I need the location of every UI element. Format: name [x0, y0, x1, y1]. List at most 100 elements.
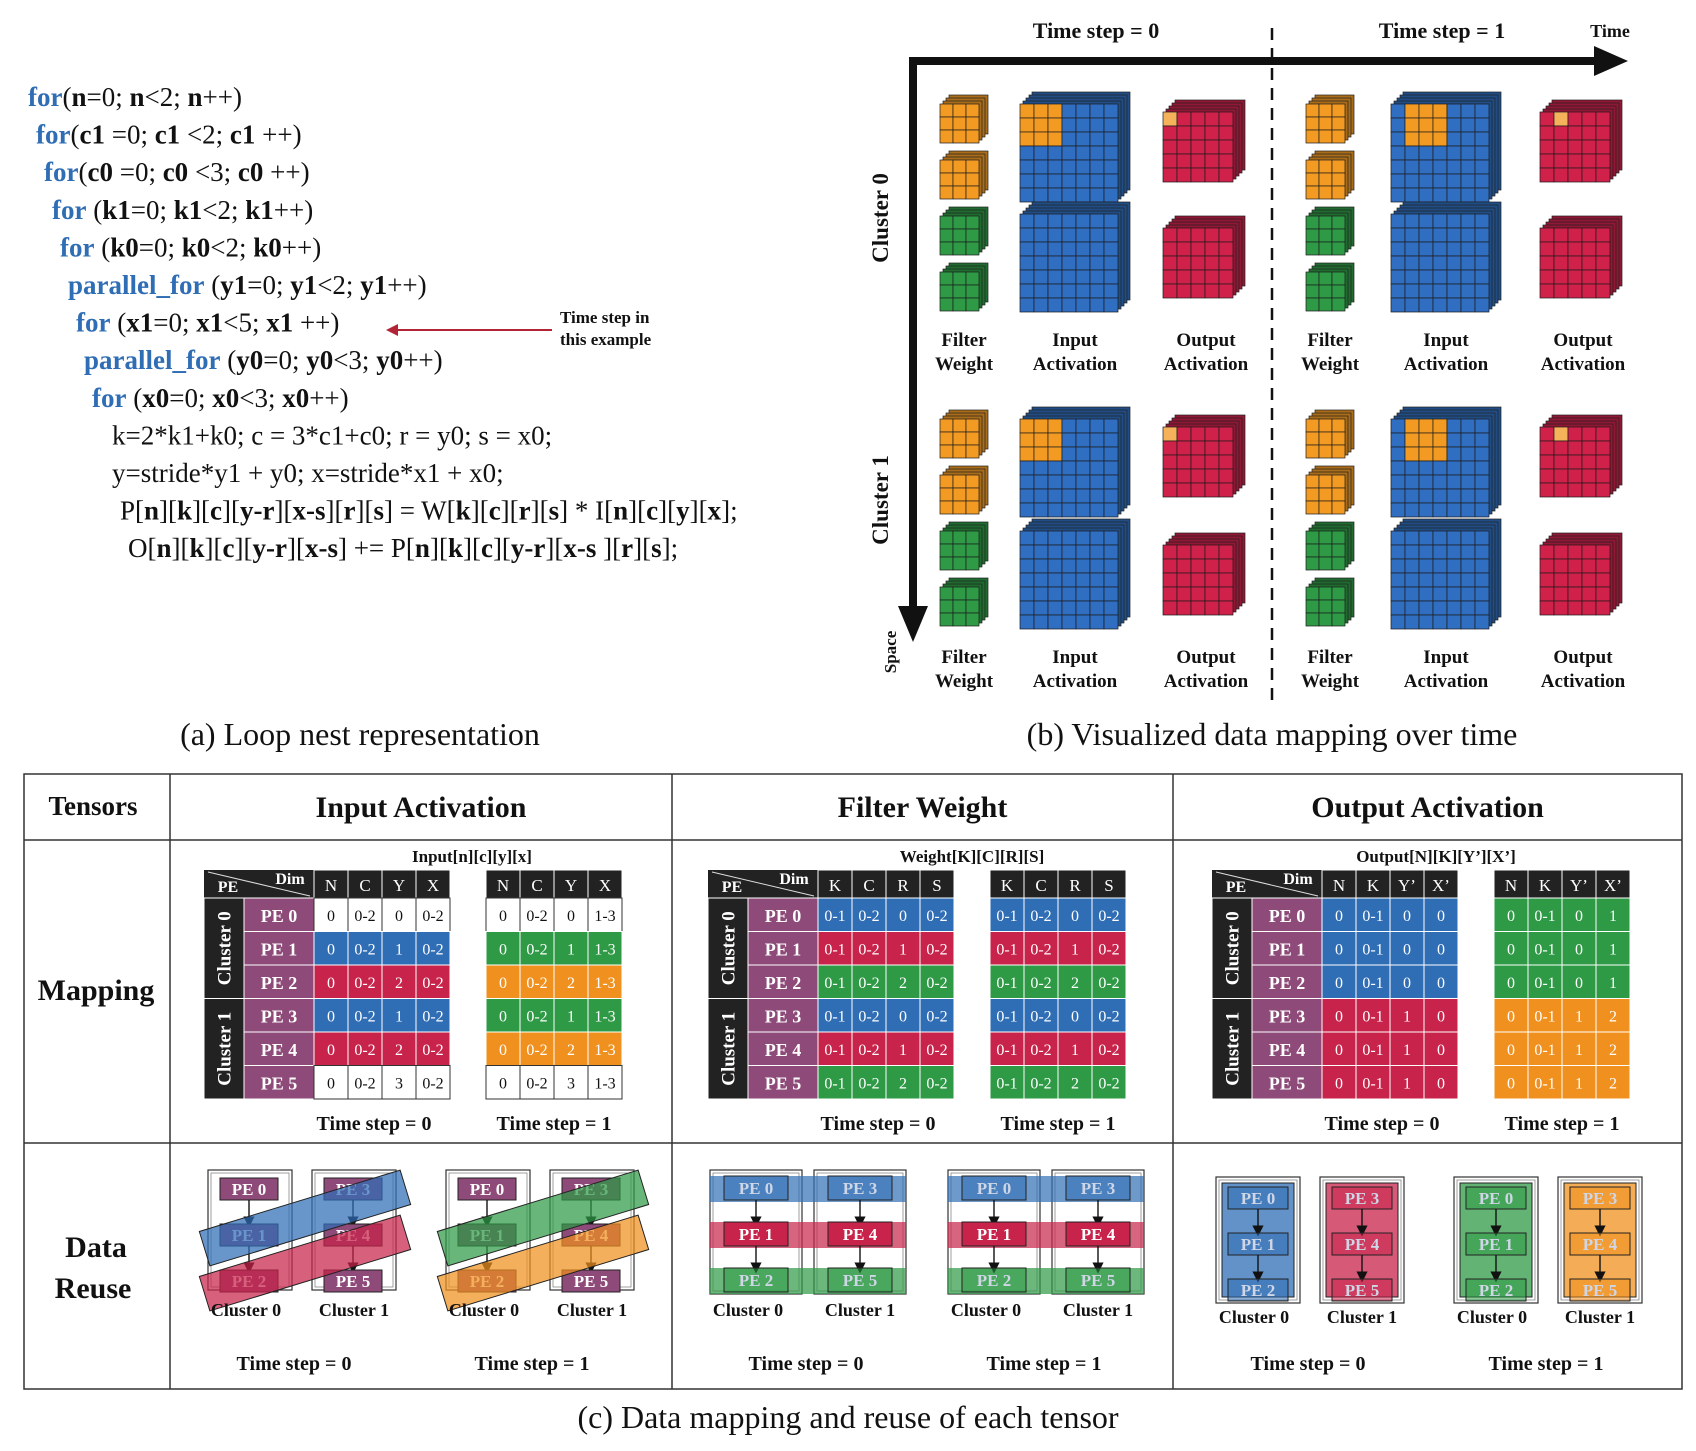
cube-cell: [1567, 586, 1583, 602]
pe-box-label: PE 4: [1081, 1225, 1116, 1244]
tensor-label: Output: [1176, 647, 1236, 668]
cube-cell: [1305, 215, 1320, 230]
mapping-cell: [381, 1065, 417, 1100]
input-activation-cube: [1390, 201, 1502, 313]
cube-cell: [1432, 145, 1448, 161]
input-activation-cube: [1019, 518, 1131, 630]
cube-cell: [1305, 556, 1320, 571]
cube-cell: [1204, 558, 1220, 574]
cube-cell: [1089, 558, 1105, 574]
mapping-cell: [1355, 1031, 1391, 1066]
cube-cell: [1176, 269, 1192, 285]
cube-cell: [1047, 103, 1063, 119]
table-header: Filter Weight: [838, 791, 1008, 824]
cube-cell: [1061, 586, 1077, 602]
cube-cell: [1204, 544, 1220, 560]
cube-cell: [1103, 474, 1119, 490]
cube-cell: [1075, 269, 1091, 285]
cube-cell: [1075, 502, 1091, 518]
cube-cell: [939, 612, 954, 627]
mapping-value: 0-2: [1030, 1075, 1051, 1092]
mapping-cell: [989, 897, 1025, 932]
cube-cell: [1019, 432, 1035, 448]
mapping-value: 0: [327, 1008, 335, 1025]
cube-cell: [1553, 269, 1569, 285]
cube-cell: [1047, 586, 1063, 602]
code-variable: k1: [245, 195, 274, 225]
reuse-band: [436, 1169, 650, 1267]
pe-cell: [1251, 931, 1323, 966]
code-line: for(c0 =0; c0 <3; c0 ++): [44, 157, 310, 187]
cube-cell: [1075, 255, 1091, 271]
cube-cell: [1061, 255, 1077, 271]
pe-box-label: PE 0: [1479, 1189, 1513, 1208]
cube-cell: [1474, 131, 1490, 147]
cube-cell: [1305, 444, 1320, 459]
mapping-cell: [1423, 1031, 1459, 1066]
cube-cell: [1061, 600, 1077, 616]
mapping-cell: [553, 1065, 589, 1100]
cube-cell: [1418, 460, 1434, 476]
cube-cell: [1474, 213, 1490, 229]
code-keyword: for: [76, 308, 110, 338]
pe-box-label: PE 1: [739, 1225, 773, 1244]
cube-cell: [1204, 125, 1220, 141]
cube-cell: [965, 474, 980, 489]
cube-cell: [1218, 153, 1234, 169]
code-line: for (k0=0; k0<2; k0++): [60, 232, 321, 262]
pe-box-label: PE 2: [739, 1271, 773, 1290]
mapping-cell: [817, 1031, 853, 1066]
cube-cell: [1204, 153, 1220, 169]
code-variable: c: [646, 496, 658, 526]
mapping-cell: [817, 1065, 853, 1100]
code-text: (: [126, 383, 142, 413]
cube-cell: [1190, 125, 1206, 141]
cube-cell: [1061, 530, 1077, 546]
tensor-label: Activation: [1541, 354, 1626, 375]
cube-cell: [1595, 600, 1611, 616]
cube-cell: [1019, 474, 1035, 490]
cube-cell: [1190, 558, 1206, 574]
filter-weight-cube: [939, 465, 989, 515]
mapping-value: 0-2: [422, 1075, 443, 1092]
cube-cell: [1595, 586, 1611, 602]
mapping-cell: [1527, 1031, 1563, 1066]
code-variable: c1: [155, 120, 180, 150]
cube-cell: [1162, 153, 1178, 169]
cube-cell: [1553, 111, 1569, 127]
cube-cell: [1460, 530, 1476, 546]
cube-cell: [1432, 131, 1448, 147]
cube-cell: [1075, 117, 1091, 133]
cluster-bar: [1211, 998, 1253, 1100]
dim-label: Y’: [1570, 876, 1588, 895]
cube-cell: [1581, 558, 1597, 574]
cube-cell: [1567, 167, 1583, 183]
cube-cell: [952, 444, 967, 459]
cube-cell: [965, 530, 980, 545]
cube-cell: [1162, 454, 1178, 470]
mapping-value: 0: [327, 975, 335, 992]
output-reuse: PE 0 PE 1 PE 2 PE 3 PE 4 PE 5 Cluster 0 Cluster…: [1215, 1176, 1643, 1375]
pe-label: PE 1: [1269, 939, 1306, 959]
cube-cell: [965, 297, 980, 312]
mapping-value: 2: [1609, 1042, 1617, 1059]
mapping-cell: [313, 1065, 349, 1100]
cube-cell: [1019, 297, 1035, 313]
code-text: ++): [263, 157, 309, 187]
cube-cell: [952, 530, 967, 545]
pe-label: PE 5: [1269, 1073, 1306, 1093]
cube-cell: [939, 418, 954, 433]
dim-header: Dim: [275, 871, 305, 888]
cube-cell: [1218, 454, 1234, 470]
pe-box: [1065, 1267, 1131, 1293]
cube-cell: [1474, 558, 1490, 574]
mapping-value: 0-2: [858, 975, 879, 992]
mapping-value: 0-1: [996, 1075, 1017, 1092]
cube-cell: [1446, 558, 1462, 574]
code-text: ][: [658, 496, 676, 526]
mapping-cell: [587, 1031, 623, 1066]
cube-cell: [1331, 129, 1346, 144]
code-keyword: parallel_for: [68, 270, 204, 300]
cube-cell: [1190, 241, 1206, 257]
